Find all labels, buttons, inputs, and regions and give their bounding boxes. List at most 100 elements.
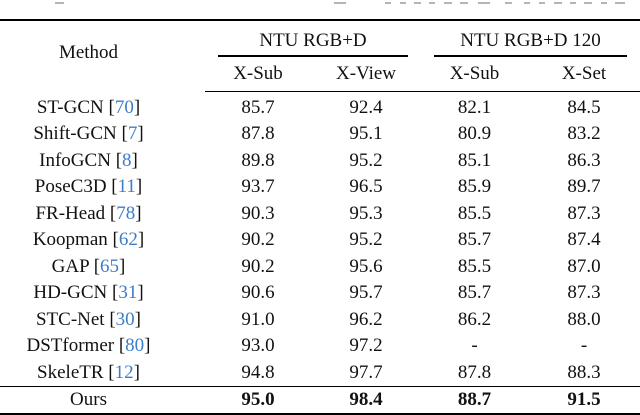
table-row: SkeleTR [12] 94.8 97.7 87.8 88.3 <box>0 359 640 387</box>
table-footer: Ours 95.0 98.4 88.7 91.5 <box>0 386 640 415</box>
metric-value: 94.8 <box>205 359 311 387</box>
citation-number[interactable]: 8 <box>122 149 132 171</box>
citation-link[interactable]: [30] <box>109 308 141 330</box>
method-cell: Koopman [62] <box>0 227 205 254</box>
citation-number[interactable]: 65 <box>100 255 120 277</box>
metric-value: 87.4 <box>567 229 601 251</box>
metric-value: 86.2 <box>457 308 492 330</box>
citation-link[interactable]: [8] <box>115 149 138 171</box>
method-name: InfoGCN <box>39 149 116 171</box>
citation-link[interactable]: [65] <box>93 255 126 277</box>
benchmark-results-table: Method NTU RGB+D NTU RGB+D 120 X-Sub X-V… <box>0 19 640 415</box>
metric-value: 82.1 <box>457 96 492 118</box>
metric-value: 90.3 <box>241 202 275 224</box>
citation-link[interactable]: [78] <box>109 202 142 224</box>
column-group-ntu-rgbd-120: NTU RGB+D 120 <box>421 20 640 57</box>
method-name: ST-GCN <box>36 96 109 118</box>
method-cell: HD-GCN [31] <box>0 280 205 307</box>
metric-value: 86.3 <box>567 149 601 171</box>
metric-value: 96.5 <box>349 176 383 198</box>
table-body: ST-GCN [70] 85.7 92.4 82.1 84.5 Shift-GC… <box>0 91 640 387</box>
method-cell: STC-Net [30] <box>0 307 205 334</box>
group-underline-rule <box>434 55 627 57</box>
method-cell: DSTformer [80] <box>0 333 205 360</box>
table-row: Koopman [62] 90.2 95.2 85.7 87.4 <box>0 227 640 254</box>
method-cell: FR-Head [78] <box>0 201 205 228</box>
metric-value: 88.3 <box>528 359 640 387</box>
metric-value: 85.7 <box>457 229 492 251</box>
citation-number[interactable]: 70 <box>114 96 134 118</box>
citation-number[interactable]: 7 <box>127 123 138 145</box>
metric-value: 85.1 <box>457 149 492 171</box>
method-name: PoseC3D <box>34 176 112 198</box>
citation-number[interactable]: 78 <box>116 202 136 224</box>
table-row: DSTformer [80] 93.0 97.2 - - <box>0 333 640 360</box>
method-name: STC-Net <box>35 308 110 330</box>
metric-value: 87.0 <box>567 255 601 277</box>
metric-value: 80.9 <box>457 123 492 145</box>
method-name: Koopman <box>32 229 113 251</box>
metric-value: 97.7 <box>311 359 421 387</box>
metric-value: 87.8 <box>421 359 528 387</box>
metric-value: 85.5 <box>457 202 492 224</box>
metric-value: 87.3 <box>567 202 601 224</box>
citation-link[interactable]: [80] <box>118 335 151 357</box>
metric-value: 85.7 <box>241 96 275 118</box>
citation-link[interactable]: [70] <box>108 96 141 118</box>
table-header: Method NTU RGB+D NTU RGB+D 120 X-Sub X-V… <box>0 20 640 92</box>
method-cell: Shift-GCN [7] <box>0 121 205 148</box>
metric-value: 95.3 <box>349 202 383 224</box>
column-header-xsub-120: X-Sub <box>421 57 528 92</box>
metric-value: 93.0 <box>241 335 275 357</box>
citation-number[interactable]: 80 <box>125 335 145 357</box>
column-header-method: Method <box>58 42 119 63</box>
citation-number[interactable]: 62 <box>118 229 138 251</box>
metric-value: 95.6 <box>349 255 383 277</box>
metric-value: 96.2 <box>349 308 383 330</box>
citation-link[interactable]: [31] <box>111 282 144 304</box>
method-cell: SkeleTR [12] <box>0 359 205 387</box>
metric-value: 88.0 <box>567 308 601 330</box>
ours-row: Ours 95.0 98.4 88.7 91.5 <box>0 386 640 415</box>
citation-number[interactable]: 11 <box>117 176 136 198</box>
header-subcolumn-row: X-Sub X-View X-Sub X-Set <box>0 57 640 92</box>
group-underline-rule <box>218 55 408 57</box>
metric-value: 90.6 <box>241 282 275 304</box>
citation-link[interactable]: [62] <box>112 229 145 251</box>
citation-link[interactable]: [12] <box>108 361 140 383</box>
metric-value: 85.7 <box>457 282 492 304</box>
citation-link[interactable]: [11] <box>111 176 143 198</box>
metric-value: 98.4 <box>311 386 421 415</box>
metric-value: 85.9 <box>457 176 492 198</box>
header-group-row: Method NTU RGB+D NTU RGB+D 120 <box>0 20 640 63</box>
method-cell: PoseC3D [11] <box>0 174 205 201</box>
metric-value: 95.2 <box>349 149 383 171</box>
metric-value: 84.5 <box>567 96 601 118</box>
method-name: HD-GCN <box>33 282 112 304</box>
metric-value: 93.7 <box>241 176 275 198</box>
metric-value: - <box>471 335 478 357</box>
cropped-caption-fragment <box>0 1 640 5</box>
metric-value: 92.4 <box>349 96 383 118</box>
citation-number[interactable]: 30 <box>115 308 135 330</box>
metric-value: 97.2 <box>349 335 383 357</box>
metric-value: 91.5 <box>528 386 640 415</box>
method-name: SkeleTR <box>37 361 109 383</box>
citation-number[interactable]: 12 <box>114 361 134 383</box>
method-name: GAP <box>51 255 94 277</box>
table-row: GAP [65] 90.2 95.6 85.5 87.0 <box>0 254 640 281</box>
metric-value: 87.8 <box>241 123 275 145</box>
method-cell: GAP [65] <box>0 254 205 281</box>
metric-value: 95.2 <box>349 229 383 251</box>
citation-number[interactable]: 31 <box>118 282 138 304</box>
table-row: PoseC3D [11] 93.7 96.5 85.9 89.7 <box>0 174 640 201</box>
metric-value: 90.2 <box>241 229 275 251</box>
metric-value: 91.0 <box>241 308 275 330</box>
table-row: FR-Head [78] 90.3 95.3 85.5 87.3 <box>0 201 640 228</box>
metric-value: 88.7 <box>421 386 528 415</box>
group-label-ntu-rgbd: NTU RGB+D <box>259 30 367 52</box>
table-row: InfoGCN [8] 89.8 95.2 85.1 86.3 <box>0 148 640 175</box>
citation-link[interactable]: [7] <box>121 123 144 145</box>
column-group-ntu-rgbd: NTU RGB+D <box>205 20 421 57</box>
column-header-xset: X-Set <box>528 57 640 92</box>
